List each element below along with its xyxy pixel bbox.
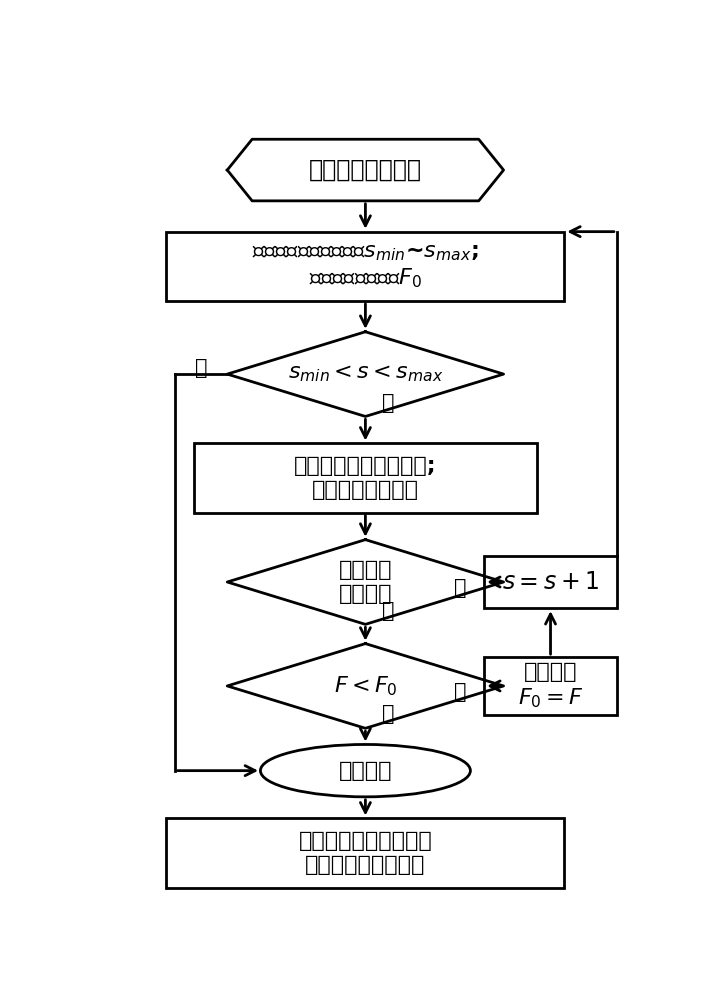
Polygon shape (227, 540, 503, 624)
Text: 输出最优点设施数目，
数量指标，各项成本: 输出最优点设施数目， 数量指标，各项成本 (299, 831, 432, 875)
Text: 结束循环: 结束循环 (339, 761, 392, 781)
Text: 约束条件
是否满足: 约束条件 是否满足 (339, 560, 392, 604)
Text: 否: 否 (454, 578, 466, 598)
Text: 否: 否 (195, 358, 208, 378)
Text: 是: 是 (382, 393, 394, 413)
Text: 生成设施配置数目范围$s_{min}$~$s_{max}$;
初始化社会成本为$F_0$: 生成设施配置数目范围$s_{min}$~$s_{max}$; 初始化社会成本为$… (252, 243, 478, 290)
Text: 是: 是 (382, 601, 394, 621)
Ellipse shape (260, 744, 471, 797)
Polygon shape (227, 332, 503, 416)
Bar (166, 818, 565, 888)
Text: 更新成本
$F_0=F$: 更新成本 $F_0=F$ (518, 662, 583, 710)
Text: 是: 是 (454, 682, 466, 702)
Text: $s_{min}<s<s_{max}$: $s_{min}<s<s_{max}$ (288, 364, 443, 384)
Text: $s=s+1$: $s=s+1$ (502, 570, 599, 594)
Text: $F<F_0$: $F<F_0$ (334, 674, 397, 698)
Bar (484, 556, 617, 608)
Bar (166, 232, 565, 301)
Bar (484, 657, 617, 715)
Bar (194, 443, 537, 513)
Text: 否: 否 (382, 704, 394, 724)
Polygon shape (227, 644, 503, 728)
Text: 参数设定，初始化: 参数设定，初始化 (309, 158, 422, 182)
Polygon shape (227, 139, 503, 201)
Text: 计算排队系统各项指标;
计算站内各项成本: 计算排队系统各项指标; 计算站内各项成本 (294, 456, 437, 500)
